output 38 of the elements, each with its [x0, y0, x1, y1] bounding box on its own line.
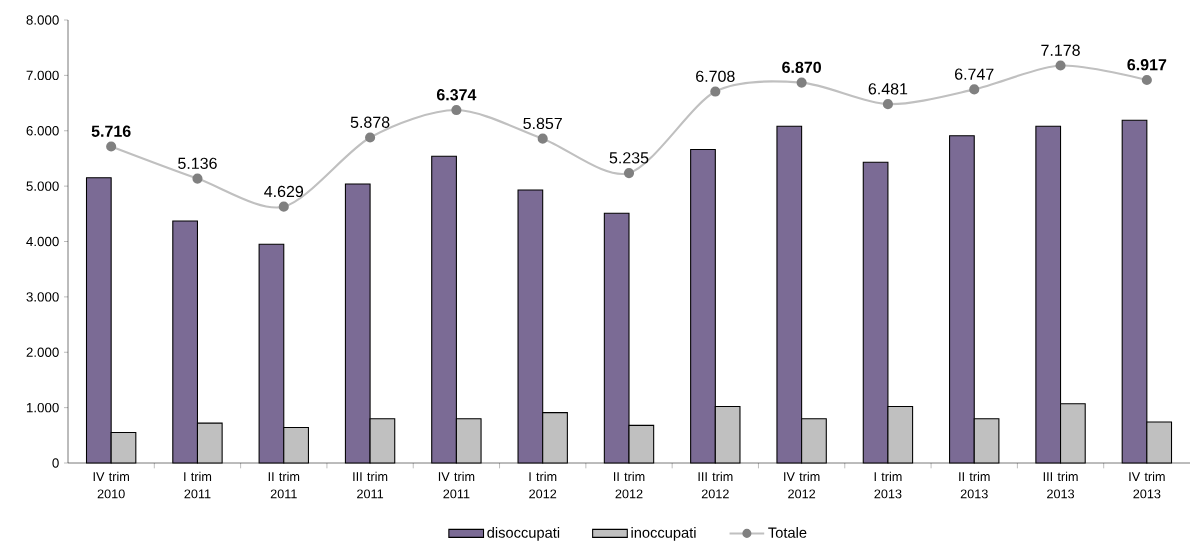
- data-label: 6.870: [782, 61, 821, 73]
- x-tick-label: III trim 2012: [698, 471, 733, 499]
- y-tick-label: 1.000: [26, 402, 59, 413]
- x-tick-label: I trim 2011: [184, 471, 212, 499]
- data-label: 4.629: [264, 185, 304, 198]
- legend-label: disoccupati: [487, 527, 560, 541]
- legend-label: inoccupati: [631, 527, 696, 541]
- data-label: 5.235: [609, 152, 649, 164]
- data-label: 6.481: [868, 83, 908, 95]
- x-tick-label: IV trim 2011: [438, 471, 475, 499]
- data-label: 6.747: [955, 68, 994, 80]
- data-label: 5.878: [350, 116, 390, 128]
- data-label: 6.917: [1127, 59, 1167, 71]
- legend-label: Totale: [768, 527, 807, 538]
- x-tick-label: II trim 2011: [268, 471, 300, 499]
- data-label: 6.708: [696, 70, 735, 82]
- y-tick-label: 4.000: [26, 236, 59, 247]
- x-tick-label: II trim 2012: [614, 471, 645, 499]
- data-label: 5.716: [91, 125, 131, 137]
- x-tick-label: II trim 2013: [959, 471, 990, 499]
- data-label: 7.178: [1041, 44, 1080, 56]
- x-tick-label: III trim 2011: [353, 471, 388, 499]
- x-tick-label: IV trim 2010: [93, 471, 129, 499]
- x-tick-label: I trim 2012: [529, 471, 557, 499]
- y-tick-label: 3.000: [26, 292, 59, 302]
- x-tick-label: III trim 2013: [1043, 471, 1078, 499]
- y-tick-label: 8.000: [26, 15, 59, 25]
- y-tick-label: 6.000: [26, 126, 59, 136]
- data-label: 5.857: [523, 117, 562, 130]
- x-tick-label: IV trim 2013: [1129, 471, 1165, 499]
- y-tick-label: 7.000: [26, 70, 59, 81]
- x-tick-label: IV trim 2012: [784, 471, 820, 499]
- y-tick-label: 2.000: [26, 347, 59, 357]
- data-label: 5.136: [178, 157, 217, 169]
- y-tick-label: 5.000: [26, 181, 59, 191]
- y-tick-label: 0: [52, 458, 59, 468]
- data-label: 6.374: [436, 89, 477, 101]
- x-tick-label: I trim 2013: [874, 471, 902, 499]
